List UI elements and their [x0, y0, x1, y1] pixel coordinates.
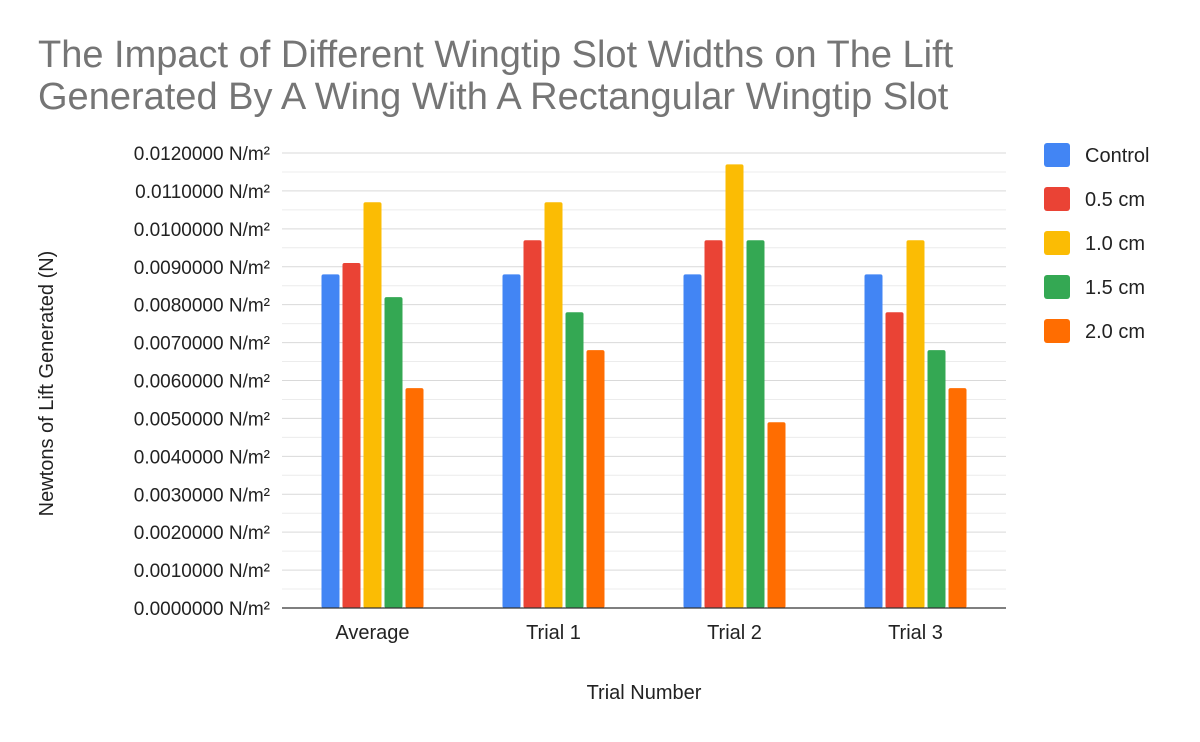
x-tick-label: Trial 2 [707, 622, 762, 644]
legend-swatch [1044, 275, 1070, 299]
y-tick-label: 0.0030000 N/m² [134, 485, 270, 506]
x-tick-label: Average [335, 622, 409, 644]
y-axis-ticks: 0.0000000 N/m² 0.0010000 N/m² 0.0020000 N/… [134, 144, 270, 620]
y-tick-label: 0.0000000 N/m² [134, 599, 270, 620]
y-tick-label: 0.0040000 N/m² [134, 447, 270, 468]
bar-1-5-cm-average[interactable] [384, 297, 403, 608]
bar-2-0-cm-trial-2[interactable] [767, 422, 786, 608]
bar-0-5-cm-trial-2[interactable] [704, 240, 723, 609]
x-tick-label: Trial 1 [526, 622, 581, 644]
legend-item[interactable]: 1.5 cm [1044, 275, 1145, 299]
bar-control-trial-3[interactable] [864, 274, 883, 608]
bar-1-5-cm-trial-2[interactable] [746, 240, 765, 609]
y-tick-label: 0.0120000 N/m² [134, 144, 270, 165]
legend-item[interactable]: 0.5 cm [1044, 187, 1145, 211]
legend-label: Control [1085, 145, 1149, 167]
legend-swatch [1044, 231, 1070, 255]
bar-1-0-cm-trial-3[interactable] [906, 240, 925, 609]
x-axis-title: Trial Number [587, 682, 702, 704]
legend-swatch [1044, 143, 1070, 167]
bar-control-trial-1[interactable] [502, 274, 521, 608]
y-axis-title: Newtons of Lift Generated (N) [36, 251, 58, 517]
legend-item[interactable]: Control [1044, 143, 1149, 167]
bar-control-average[interactable] [321, 274, 340, 608]
bar-control-trial-2[interactable] [683, 274, 702, 608]
legend-swatch [1044, 319, 1070, 343]
y-tick-label: 0.0090000 N/m² [134, 258, 270, 279]
y-tick-label: 0.0100000 N/m² [134, 220, 270, 241]
y-tick-label: 0.0110000 N/m² [135, 182, 270, 203]
legend-label: 2.0 cm [1085, 321, 1145, 343]
bar-0-5-cm-trial-1[interactable] [523, 240, 542, 609]
bar-1-0-cm-trial-2[interactable] [725, 164, 744, 608]
bar-2-0-cm-trial-3[interactable] [948, 388, 967, 608]
bars [321, 164, 967, 609]
bar-0-5-cm-average[interactable] [342, 262, 361, 608]
legend-swatch [1044, 187, 1070, 211]
y-tick-label: 0.0050000 N/m² [134, 409, 270, 430]
y-tick-label: 0.0020000 N/m² [134, 523, 270, 544]
x-tick-label: Trial 3 [888, 622, 943, 644]
legend-item[interactable]: 1.0 cm [1044, 231, 1145, 255]
y-tick-label: 0.0070000 N/m² [134, 334, 270, 355]
y-tick-label: 0.0010000 N/m² [134, 561, 270, 582]
bar-1-0-cm-trial-1[interactable] [544, 202, 563, 608]
y-tick-label: 0.0080000 N/m² [134, 296, 270, 317]
bar-1-0-cm-average[interactable] [363, 202, 382, 608]
bar-1-5-cm-trial-3[interactable] [927, 350, 946, 608]
x-axis-ticks: Average Trial 1 Trial 2 Trial 3 [335, 622, 942, 644]
chart-title: The Impact of Different Wingtip Slot Wid… [38, 34, 954, 118]
bar-1-5-cm-trial-1[interactable] [565, 312, 584, 608]
legend-label: 1.5 cm [1085, 277, 1145, 299]
legend[interactable]: Control 0.5 cm 1.0 cm 1.5 cm 2.0 cm [1044, 143, 1149, 343]
bar-0-5-cm-trial-3[interactable] [885, 312, 904, 608]
y-tick-label: 0.0060000 N/m² [134, 372, 270, 393]
grid-lines [282, 152, 1006, 590]
bar-2-0-cm-trial-1[interactable] [586, 350, 605, 608]
legend-label: 0.5 cm [1085, 189, 1145, 211]
legend-label: 1.0 cm [1085, 233, 1145, 255]
legend-item[interactable]: 2.0 cm [1044, 319, 1145, 343]
bar-2-0-cm-average[interactable] [405, 388, 424, 608]
